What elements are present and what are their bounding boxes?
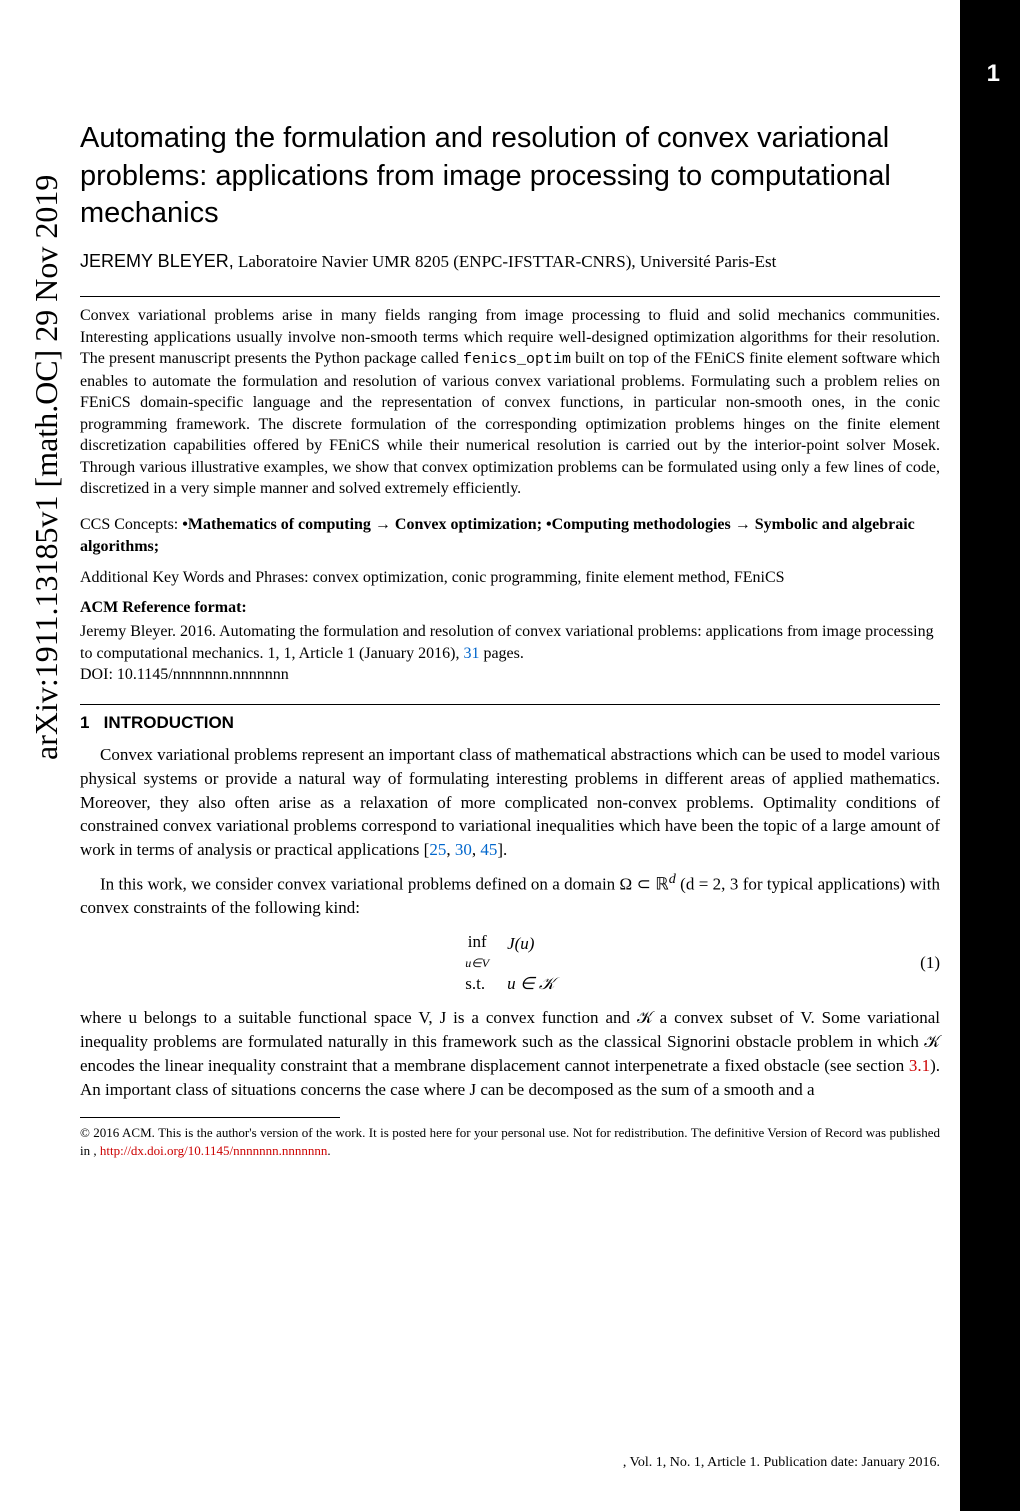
- eq-st: s.t.: [465, 974, 485, 993]
- ccs-label: CCS Concepts:: [80, 516, 182, 533]
- paper-title: Automating the formulation and resolutio…: [80, 120, 940, 233]
- cite-25[interactable]: 25: [429, 840, 446, 859]
- para3-a: where u belongs to a suitable functional…: [80, 1008, 940, 1075]
- intro-para3: where u belongs to a suitable functional…: [80, 1006, 940, 1101]
- para1-end: ].: [497, 840, 507, 859]
- acm-ref-heading: ACM Reference format:: [80, 599, 940, 617]
- rule-top: [80, 296, 940, 297]
- main-content: Automating the formulation and resolutio…: [80, 120, 940, 1160]
- section-title: INTRODUCTION: [104, 713, 234, 732]
- ccs-concepts: CCS Concepts: •Mathematics of computing …: [80, 514, 940, 557]
- abstract-code: fenics_optim: [463, 351, 571, 368]
- equation-number: (1): [920, 953, 940, 973]
- footer-copyright: © 2016 ACM. This is the author's version…: [80, 1124, 940, 1159]
- author-affiliation: Laboratoire Navier UMR 8205 (ENPC-IFSTTA…: [238, 252, 776, 271]
- equation-inner: inf u∈V J(u) s.t. u ∈ 𝒦: [463, 930, 556, 996]
- bottom-citation: , Vol. 1, No. 1, Article 1. Publication …: [623, 1455, 940, 1471]
- intro-para1: Convex variational problems represent an…: [80, 743, 940, 862]
- para1-text: Convex variational problems represent an…: [80, 745, 940, 859]
- rule-bottom: [80, 704, 940, 705]
- para2-sup: d: [669, 871, 676, 887]
- author-line: JEREMY BLEYER, Laboratoire Navier UMR 82…: [80, 251, 940, 272]
- equation-1: inf u∈V J(u) s.t. u ∈ 𝒦 (1): [80, 930, 940, 996]
- eq-ju: J(u): [507, 934, 534, 953]
- abstract-text-after: built on top of the FEniCS finite elemen…: [80, 350, 940, 497]
- cite-30[interactable]: 30: [455, 840, 472, 859]
- acm-ref-doi: DOI: 10.1145/nnnnnnn.nnnnnnn: [80, 666, 289, 683]
- section-number: 1: [80, 713, 89, 732]
- arxiv-identifier: arXiv:1911.13185v1 [math.OC] 29 Nov 2019: [28, 175, 65, 760]
- acm-ref-body: Jeremy Bleyer. 2016. Automating the form…: [80, 621, 940, 686]
- keywords: Additional Key Words and Phrases: convex…: [80, 569, 940, 587]
- ccs-content: •Mathematics of computing → Convex optim…: [80, 516, 915, 555]
- footer-doi-link[interactable]: http://dx.doi.org/10.1145/nnnnnnn.nnnnnn…: [100, 1143, 328, 1158]
- footer-end: .: [327, 1143, 330, 1158]
- section-ref-3-1[interactable]: 3.1: [909, 1056, 930, 1075]
- page-number: 1: [987, 60, 1000, 88]
- cite-45[interactable]: 45: [480, 840, 497, 859]
- author-name: JEREMY BLEYER,: [80, 251, 234, 271]
- eq-inf-sub: u∈V: [465, 956, 489, 970]
- footer-rule: [80, 1117, 340, 1118]
- acm-ref-pages: 31: [463, 645, 479, 662]
- acm-ref-line1-end: pages.: [479, 645, 523, 662]
- para2-text: In this work, we consider convex variati…: [100, 875, 669, 894]
- section-heading-intro: 1 INTRODUCTION: [80, 713, 940, 733]
- intro-para2: In this work, we consider convex variati…: [80, 870, 940, 920]
- page-number-sidebar: 1: [960, 0, 1020, 1511]
- abstract: Convex variational problems arise in man…: [80, 305, 940, 500]
- eq-inf: inf: [468, 932, 487, 951]
- eq-uk: u ∈ 𝒦: [507, 974, 555, 993]
